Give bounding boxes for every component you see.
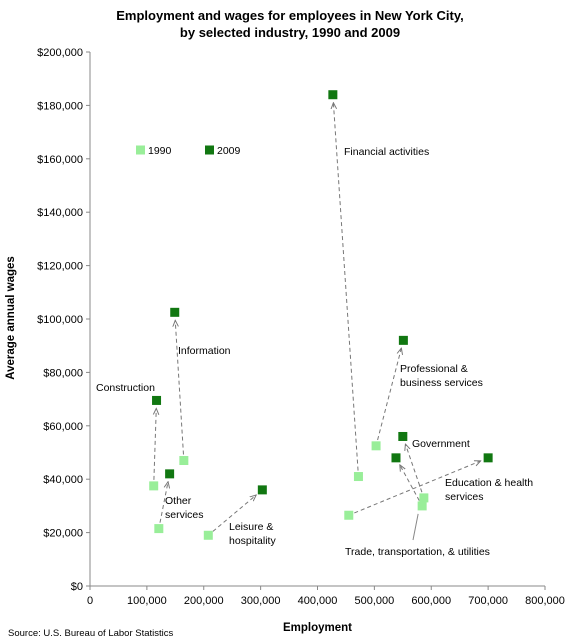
point-2009: [257, 485, 267, 495]
y-tick-label: $60,000: [43, 421, 83, 433]
x-tick-label: 0: [87, 595, 93, 607]
industry-label: Leisure &: [229, 521, 273, 533]
industry-label: Government: [412, 438, 470, 450]
change-arrow: [400, 465, 420, 501]
point-1990: [179, 456, 189, 466]
chart-title: Employment and wages for employees in Ne…: [116, 8, 463, 40]
y-tick-label: $200,000: [37, 47, 83, 59]
y-tick-label: $0: [71, 581, 83, 593]
point-2009: [391, 453, 401, 463]
legend-marker-2009: [205, 145, 214, 155]
industry-label: Financial activities: [344, 146, 429, 158]
industry-labels: Financial activities Professional & busine…: [96, 146, 533, 558]
y-tick-label: $120,000: [37, 261, 83, 273]
point-1990: [371, 441, 381, 451]
y-tick-label: $180,000: [37, 100, 83, 112]
label-leader-line: [412, 513, 419, 541]
x-tick-label: 600,000: [411, 595, 451, 607]
x-tick-label: 100,000: [127, 595, 167, 607]
x-tick-label: 800,000: [525, 595, 565, 607]
legend-marker-1990: [136, 145, 145, 155]
industry-label: hospitality: [229, 535, 276, 547]
change-arrow: [405, 444, 423, 493]
point-1990: [419, 493, 429, 503]
source-note: Source: U.S. Bureau of Labor Statistics: [8, 628, 174, 639]
legend: 1990 2009: [136, 145, 241, 157]
chart-title-line-1: Employment and wages for employees in Ne…: [116, 8, 463, 23]
point-1990: [417, 501, 427, 511]
change-arrow: [377, 348, 402, 441]
industry-label: Education & health: [445, 477, 533, 489]
point-2009: [328, 90, 338, 100]
point-2009: [165, 469, 175, 479]
industry-label: Trade, transportation, & utilities: [345, 546, 490, 558]
x-tick-label: 700,000: [468, 595, 508, 607]
axes: $0 $20,000 $40,000 $60,000 $80,000 $100,000 $1…: [5, 47, 565, 634]
y-axis-title: Average annual wages: [5, 256, 17, 380]
y-tick-label: $40,000: [43, 474, 83, 486]
x-tick-label: 200,000: [184, 595, 224, 607]
industry-label: Construction: [96, 382, 155, 394]
y-tick-label: $80,000: [43, 367, 83, 379]
arrows: [154, 103, 481, 532]
y-tick-label: $20,000: [43, 528, 83, 540]
point-1990: [154, 524, 164, 534]
data-points: [149, 90, 493, 540]
point-2009: [483, 453, 493, 463]
industry-label: Professional &: [400, 363, 468, 375]
legend-label-2009: 2009: [217, 145, 241, 157]
industry-label: services: [165, 509, 204, 521]
change-arrow: [175, 320, 184, 455]
x-axis-title: Employment: [283, 622, 352, 634]
y-tick-label: $160,000: [37, 154, 83, 166]
point-2009: [398, 431, 408, 441]
x-tick-label: 300,000: [241, 595, 281, 607]
x-tick-label: 500,000: [354, 595, 394, 607]
point-2009: [398, 335, 408, 345]
point-1990: [353, 472, 363, 482]
chart-title-line-2: by selected industry, 1990 and 2009: [180, 25, 400, 40]
legend-label-1990: 1990: [148, 145, 172, 157]
point-2009: [170, 307, 180, 317]
x-tick-label: 400,000: [298, 595, 338, 607]
change-arrow: [354, 461, 480, 514]
point-1990: [344, 510, 354, 520]
point-1990: [203, 530, 213, 540]
y-tick-label: $140,000: [37, 207, 83, 219]
change-arrow: [212, 495, 256, 532]
point-1990: [149, 481, 159, 491]
point-2009: [152, 395, 162, 405]
industry-label: services: [445, 491, 484, 503]
industry-label: business services: [400, 377, 483, 389]
y-tick-label: $100,000: [37, 314, 83, 326]
industry-label: Information: [178, 345, 231, 357]
industry-label: Other: [165, 495, 192, 507]
change-arrow: [154, 408, 156, 480]
change-arrow: [333, 103, 359, 471]
